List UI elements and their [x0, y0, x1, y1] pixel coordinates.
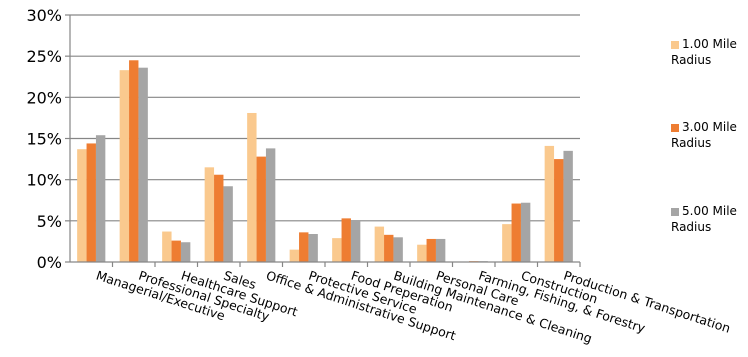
bar	[554, 159, 564, 262]
bar	[129, 60, 139, 263]
y-tick-label: 10%	[26, 171, 62, 190]
legend-item: 1.00 Mile Radius	[671, 37, 737, 67]
bar	[204, 167, 215, 262]
y-tick-label: 15%	[26, 130, 62, 149]
bar	[214, 174, 224, 262]
gridlines	[70, 14, 580, 222]
bar	[119, 70, 130, 262]
y-tick-label: 20%	[26, 88, 62, 107]
bar	[247, 112, 257, 262]
bar	[374, 226, 385, 262]
bar	[511, 203, 521, 262]
bar	[86, 143, 96, 262]
legend-swatch	[671, 41, 679, 49]
y-axis: 0% 5% 10% 15% 20% 25% 30%	[26, 6, 71, 272]
bar	[265, 148, 276, 262]
bar	[520, 202, 531, 262]
bar	[138, 67, 148, 263]
bar	[332, 238, 342, 262]
bar	[563, 150, 573, 262]
bar	[289, 249, 300, 262]
legend-label: 1.00 Mile Radius	[671, 37, 737, 67]
bar	[223, 186, 233, 262]
bar	[256, 156, 266, 262]
bar	[95, 135, 106, 262]
bar	[180, 242, 191, 262]
legend-swatch	[671, 208, 679, 216]
legend-label: 5.00 Mile Radius	[671, 204, 737, 234]
legend-swatch	[671, 124, 679, 132]
bar	[426, 238, 436, 262]
bar	[77, 149, 87, 262]
y-tick-label: 0%	[37, 253, 62, 272]
y-tick-label: 30%	[26, 6, 62, 25]
legend-label: 3.00 Mile Radius	[671, 120, 737, 150]
bar	[299, 232, 309, 262]
bar	[171, 240, 181, 262]
y-tick-label: 5%	[37, 212, 62, 231]
bar	[435, 238, 446, 262]
legend: 1.00 Mile Radius 3.00 Mile Radius 5.00 Mile R…	[671, 37, 737, 234]
legend-item: 5.00 Mile Radius	[671, 204, 737, 234]
bar	[384, 234, 394, 262]
bar	[544, 145, 555, 262]
legend-item: 3.00 Mile Radius	[671, 120, 737, 150]
bar	[308, 234, 318, 262]
bar	[417, 244, 427, 262]
bar	[502, 224, 512, 262]
bar	[393, 237, 403, 262]
y-tick-label: 25%	[26, 47, 62, 66]
bar	[341, 218, 351, 262]
bar	[350, 220, 361, 262]
bars	[77, 60, 573, 263]
bar	[162, 231, 172, 262]
